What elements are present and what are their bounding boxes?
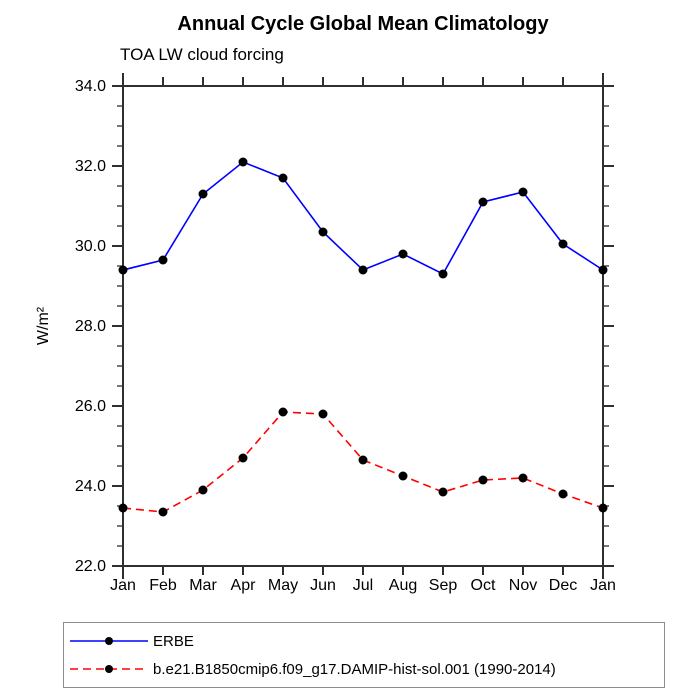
legend-line-sample-dashed	[70, 665, 148, 673]
data-point-marker	[478, 475, 488, 485]
data-point-marker	[158, 255, 168, 265]
x-tick-label: Oct	[471, 577, 496, 594]
x-tick-label: Jul	[353, 577, 373, 594]
x-tick-label: Nov	[509, 577, 537, 594]
legend-marker-dot-icon	[105, 637, 113, 645]
data-point-marker	[438, 269, 448, 279]
y-tick-label: 26.0	[75, 398, 106, 415]
data-point-marker	[398, 249, 408, 259]
data-point-marker	[358, 455, 368, 465]
x-tick-label: Jun	[310, 577, 336, 594]
data-point-marker	[238, 453, 248, 463]
y-tick-label: 24.0	[75, 478, 106, 495]
data-point-marker	[318, 409, 328, 419]
data-point-marker	[438, 487, 448, 497]
y-tick-label: 34.0	[75, 78, 106, 95]
data-point-marker	[118, 265, 128, 275]
data-point-marker	[238, 157, 248, 167]
legend-row-erbe: ERBE	[68, 627, 664, 655]
x-tick-label: Jan	[590, 577, 616, 594]
series-line-erbe	[122, 161, 604, 276]
y-tick-label: 32.0	[75, 158, 106, 175]
x-tick-label: May	[268, 577, 298, 594]
x-tick-label: Feb	[149, 577, 177, 594]
chart-title: Annual Cycle Global Mean Climatology	[177, 13, 549, 35]
data-point-marker	[518, 473, 528, 483]
data-point-marker	[558, 239, 568, 249]
data-point-marker	[598, 503, 608, 513]
legend-marker-dot-icon	[105, 665, 113, 673]
data-point-marker	[358, 265, 368, 275]
data-point-marker	[278, 173, 288, 183]
legend: ERBE b.e21.B1850cmip6.f09_g17.DAMIP-hist…	[63, 622, 665, 688]
x-tick-label: Aug	[389, 577, 417, 594]
x-tick-label: Jan	[110, 577, 136, 594]
data-point-marker	[478, 197, 488, 207]
legend-label-erbe: ERBE	[153, 632, 194, 650]
x-tick-label: Mar	[189, 577, 217, 594]
data-point-marker	[398, 471, 408, 481]
legend-row-model: b.e21.B1850cmip6.f09_g17.DAMIP-hist-sol.…	[68, 655, 664, 683]
data-point-marker	[518, 187, 528, 197]
legend-label-model: b.e21.B1850cmip6.f09_g17.DAMIP-hist-sol.…	[153, 660, 556, 678]
y-tick-label: 28.0	[75, 318, 106, 335]
x-tick-label: Dec	[549, 577, 577, 594]
y-tick-label: 22.0	[75, 558, 106, 575]
data-point-marker	[198, 189, 208, 199]
x-tick-label: Sep	[429, 577, 458, 594]
plot-frame	[122, 85, 604, 567]
y-tick-label: 30.0	[75, 238, 106, 255]
data-point-marker	[558, 489, 568, 499]
chart-subtitle: TOA LW cloud forcing	[120, 45, 284, 64]
data-point-marker	[198, 485, 208, 495]
legend-line-sample-solid	[70, 637, 148, 645]
data-point-marker	[118, 503, 128, 513]
data-point-marker	[318, 227, 328, 237]
data-point-marker	[598, 265, 608, 275]
x-tick-label: Apr	[231, 577, 257, 594]
data-point-marker	[278, 407, 288, 417]
data-point-marker	[158, 507, 168, 517]
